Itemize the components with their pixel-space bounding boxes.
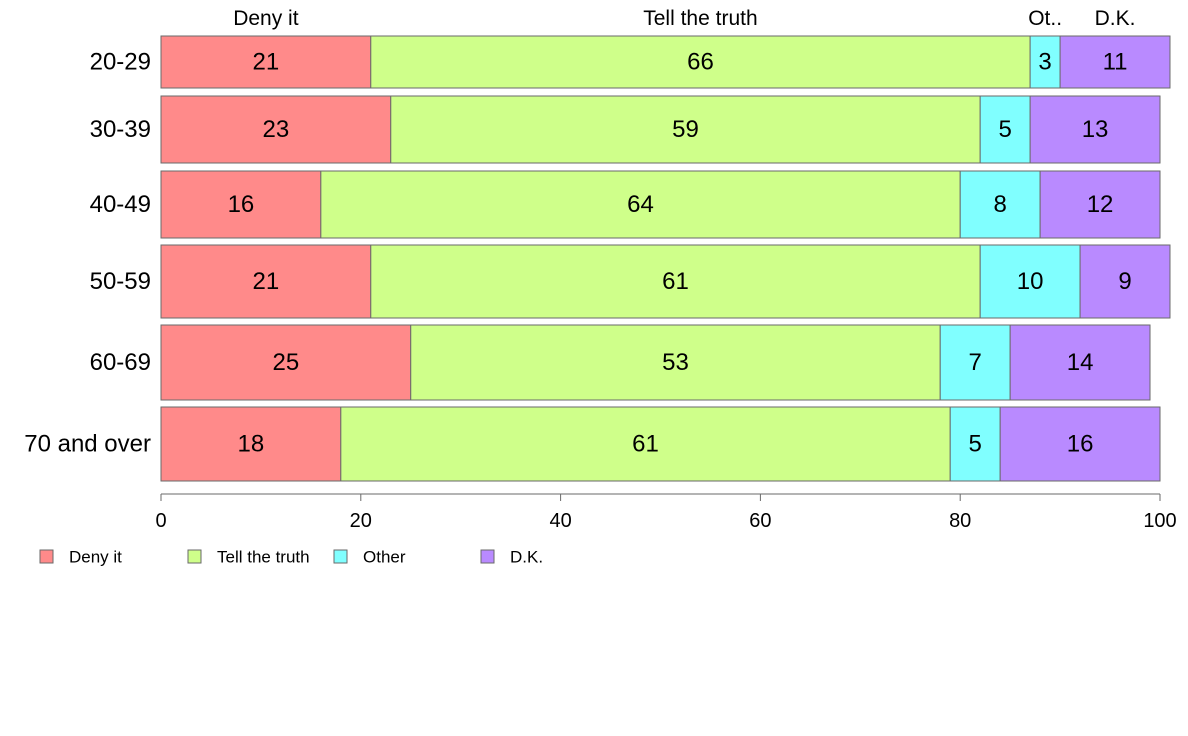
column-header: D.K. xyxy=(1095,7,1136,30)
value-label: 11 xyxy=(1103,49,1128,76)
bar-segment xyxy=(160,244,372,319)
value-label: 7 xyxy=(969,349,982,376)
bar-segment xyxy=(160,406,342,482)
legend-label: Other xyxy=(363,548,406,567)
x-tick-label: 100 xyxy=(1143,510,1176,532)
bar-segment xyxy=(390,95,981,164)
bar-segment xyxy=(160,170,322,239)
x-tick-label: 60 xyxy=(749,510,771,532)
bar-segment xyxy=(979,95,1031,164)
value-label: 61 xyxy=(632,431,659,458)
value-label: 10 xyxy=(1017,268,1044,295)
value-label: 16 xyxy=(1067,431,1094,458)
value-label: 12 xyxy=(1087,191,1114,218)
column-header: Deny it xyxy=(233,7,299,30)
bar-segment xyxy=(320,170,961,239)
bar-segment xyxy=(1039,170,1161,239)
category-label: 30-39 xyxy=(90,116,151,143)
x-tick-label: 20 xyxy=(350,510,372,532)
value-label: 21 xyxy=(253,49,280,76)
bar-segment xyxy=(370,35,1031,89)
x-tick-label: 80 xyxy=(949,510,971,532)
value-label: 5 xyxy=(998,116,1011,143)
bar-segment xyxy=(160,35,372,89)
value-label: 13 xyxy=(1082,116,1109,143)
value-label: 53 xyxy=(662,349,689,376)
x-tick-label: 0 xyxy=(155,510,166,532)
value-label: 25 xyxy=(273,349,300,376)
column-header: Tell the truth xyxy=(643,7,757,30)
bar-segment xyxy=(1009,324,1151,401)
legend-label: D.K. xyxy=(510,548,543,567)
x-tick-label: 40 xyxy=(549,510,571,532)
value-label: 64 xyxy=(627,191,654,218)
bar-segment xyxy=(340,406,951,482)
bar-segment xyxy=(410,324,941,401)
value-label: 18 xyxy=(238,431,265,458)
bar-segment xyxy=(1029,95,1161,164)
value-label: 3 xyxy=(1038,49,1051,76)
value-label: 23 xyxy=(263,116,290,143)
bar-segment xyxy=(1079,244,1171,319)
column-header: Ot.. xyxy=(1028,7,1062,30)
legend-swatch xyxy=(39,549,54,564)
value-label: 66 xyxy=(687,49,714,76)
legend-swatch xyxy=(480,549,495,564)
bar-segment xyxy=(1029,35,1061,89)
category-label: 40-49 xyxy=(90,191,151,218)
value-label: 59 xyxy=(672,116,699,143)
bar-segment xyxy=(949,406,1001,482)
bar-segment xyxy=(160,95,392,164)
category-label: 20-29 xyxy=(90,49,151,76)
bar-segment xyxy=(1059,35,1171,89)
value-label: 21 xyxy=(253,268,280,295)
bar-segment xyxy=(370,244,981,319)
value-label: 61 xyxy=(662,268,689,295)
legend-label: Deny it xyxy=(69,548,122,567)
bar-segment xyxy=(939,324,1011,401)
bar-segment xyxy=(999,406,1161,482)
value-label: 14 xyxy=(1067,349,1094,376)
value-label: 16 xyxy=(228,191,255,218)
bar-segment xyxy=(160,324,412,401)
category-label: 50-59 xyxy=(90,268,151,295)
value-label: 5 xyxy=(969,431,982,458)
category-label: 60-69 xyxy=(90,349,151,376)
category-label: 70 and over xyxy=(24,431,151,458)
value-label: 9 xyxy=(1118,268,1131,295)
legend-swatch xyxy=(187,549,202,564)
legend-label: Tell the truth xyxy=(217,548,310,567)
legend-swatch xyxy=(333,549,348,564)
value-label: 8 xyxy=(993,191,1006,218)
